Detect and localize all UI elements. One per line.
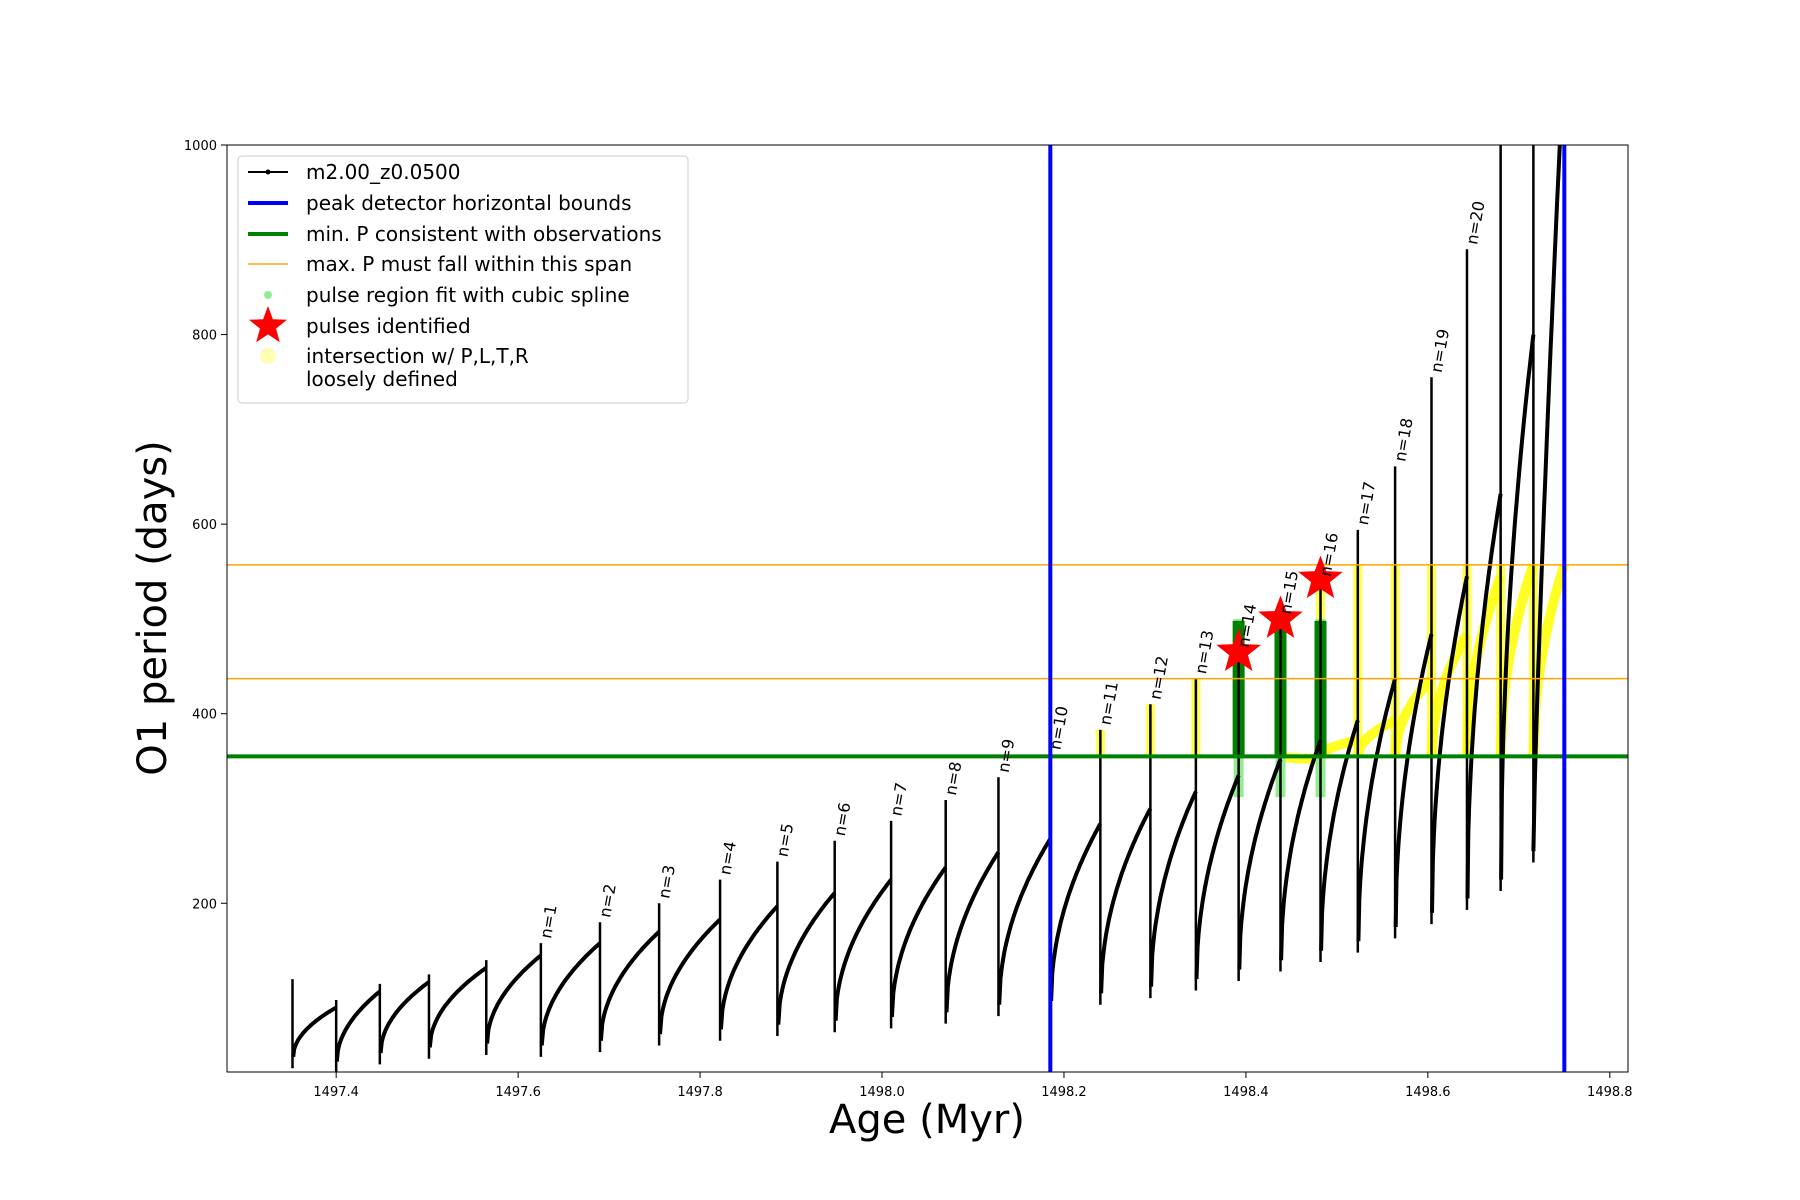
model-cycle-curve bbox=[997, 837, 1053, 1005]
model-cycle-curve bbox=[658, 917, 722, 1035]
legend-dot bbox=[264, 291, 272, 299]
identified-pulse-star bbox=[1258, 595, 1303, 638]
identified-pulse-star bbox=[1298, 555, 1343, 599]
legend-label: min. P consistent with observations bbox=[306, 222, 662, 246]
model-cycle-curve bbox=[291, 1005, 338, 1058]
legend-label: pulses identified bbox=[306, 314, 471, 338]
y-axis: 200 400 600 800 1000 bbox=[184, 139, 227, 912]
plot-frame bbox=[226, 144, 1629, 1073]
x-axis: 1497.4 1497.6 1497.8 1498.0 1498.2 1498.4 1498… bbox=[313, 1072, 1633, 1100]
legend-label: peak detector horizontal bounds bbox=[306, 191, 632, 215]
x-tick-label: 1498.8 bbox=[1587, 1085, 1633, 1100]
model-cycle-curve bbox=[1149, 790, 1198, 987]
model-cycle-curve bbox=[334, 989, 382, 1062]
model-cycle-curve bbox=[776, 891, 837, 1025]
x-tick-label: 1497.8 bbox=[677, 1085, 723, 1100]
model-cycle-curve bbox=[1237, 758, 1283, 970]
model-cycle-curve bbox=[598, 930, 661, 1041]
model-cycle-curve bbox=[1279, 739, 1323, 961]
intersection-curve bbox=[1390, 675, 1436, 757]
y-tick-label: 800 bbox=[192, 329, 217, 344]
plot-area bbox=[227, 145, 1628, 1072]
model-cycle-curve bbox=[1499, 334, 1536, 880]
model-cycle-curve bbox=[485, 953, 543, 1044]
x-axis-title: Age (Myr) bbox=[829, 1097, 1025, 1143]
identified-pulse-star bbox=[1216, 628, 1261, 672]
legend-label: intersection w/ P,L,T,R bbox=[306, 344, 529, 368]
model-cycle-curve bbox=[889, 866, 948, 1018]
model-cycle-curve bbox=[539, 941, 602, 1046]
model-cycle-curve bbox=[1465, 493, 1503, 899]
y-tick-label: 200 bbox=[192, 897, 217, 912]
model-cycle-curve bbox=[427, 966, 488, 1048]
x-tick-label: 1497.6 bbox=[495, 1085, 541, 1100]
model-cycle-curve bbox=[378, 980, 431, 1054]
model-series-layer bbox=[291, 145, 1562, 1072]
model-cycle-curve bbox=[1393, 633, 1434, 928]
model-cycle-curve bbox=[718, 904, 779, 1030]
legend-marker bbox=[265, 169, 271, 175]
model-cycle-curve bbox=[1194, 774, 1241, 980]
y-tick-label: 400 bbox=[192, 708, 217, 723]
model-cycle-curve bbox=[1099, 807, 1153, 994]
model-cycle-curve bbox=[1319, 719, 1360, 951]
model-final-branch bbox=[1531, 145, 1562, 852]
legend-label: max. P must fall within this span bbox=[306, 252, 632, 276]
identified-pulse-stars bbox=[1216, 555, 1343, 672]
detector-bound-lines bbox=[1048, 145, 1567, 1072]
y-tick-label: 1000 bbox=[184, 139, 217, 154]
x-tick-label: 1498.0 bbox=[859, 1085, 905, 1100]
legend-label-line2: loosely defined bbox=[306, 367, 458, 391]
model-cycle-curve bbox=[833, 878, 893, 1021]
legend-star bbox=[249, 306, 287, 343]
period-limit-lines bbox=[227, 564, 1628, 759]
x-tick-label: 1497.4 bbox=[313, 1085, 359, 1100]
model-cycle-curve bbox=[944, 851, 1001, 1013]
legend-label: pulse region fit with cubic spline bbox=[306, 283, 630, 307]
x-tick-label: 1498.6 bbox=[1405, 1085, 1451, 1100]
y-axis-title: O1 period (days) bbox=[130, 440, 176, 775]
x-tick-label: 1498.2 bbox=[1041, 1085, 1087, 1100]
legend-dot bbox=[260, 348, 276, 364]
intersection-curve bbox=[1352, 715, 1398, 758]
y-tick-label: 600 bbox=[192, 518, 217, 533]
legend-box bbox=[237, 155, 689, 404]
x-tick-label: 1498.4 bbox=[1223, 1085, 1269, 1100]
model-cycle-curve bbox=[1430, 575, 1469, 913]
legend-label: m2.00_z0.0500 bbox=[306, 160, 461, 184]
model-cycle-curve bbox=[1049, 822, 1103, 1001]
